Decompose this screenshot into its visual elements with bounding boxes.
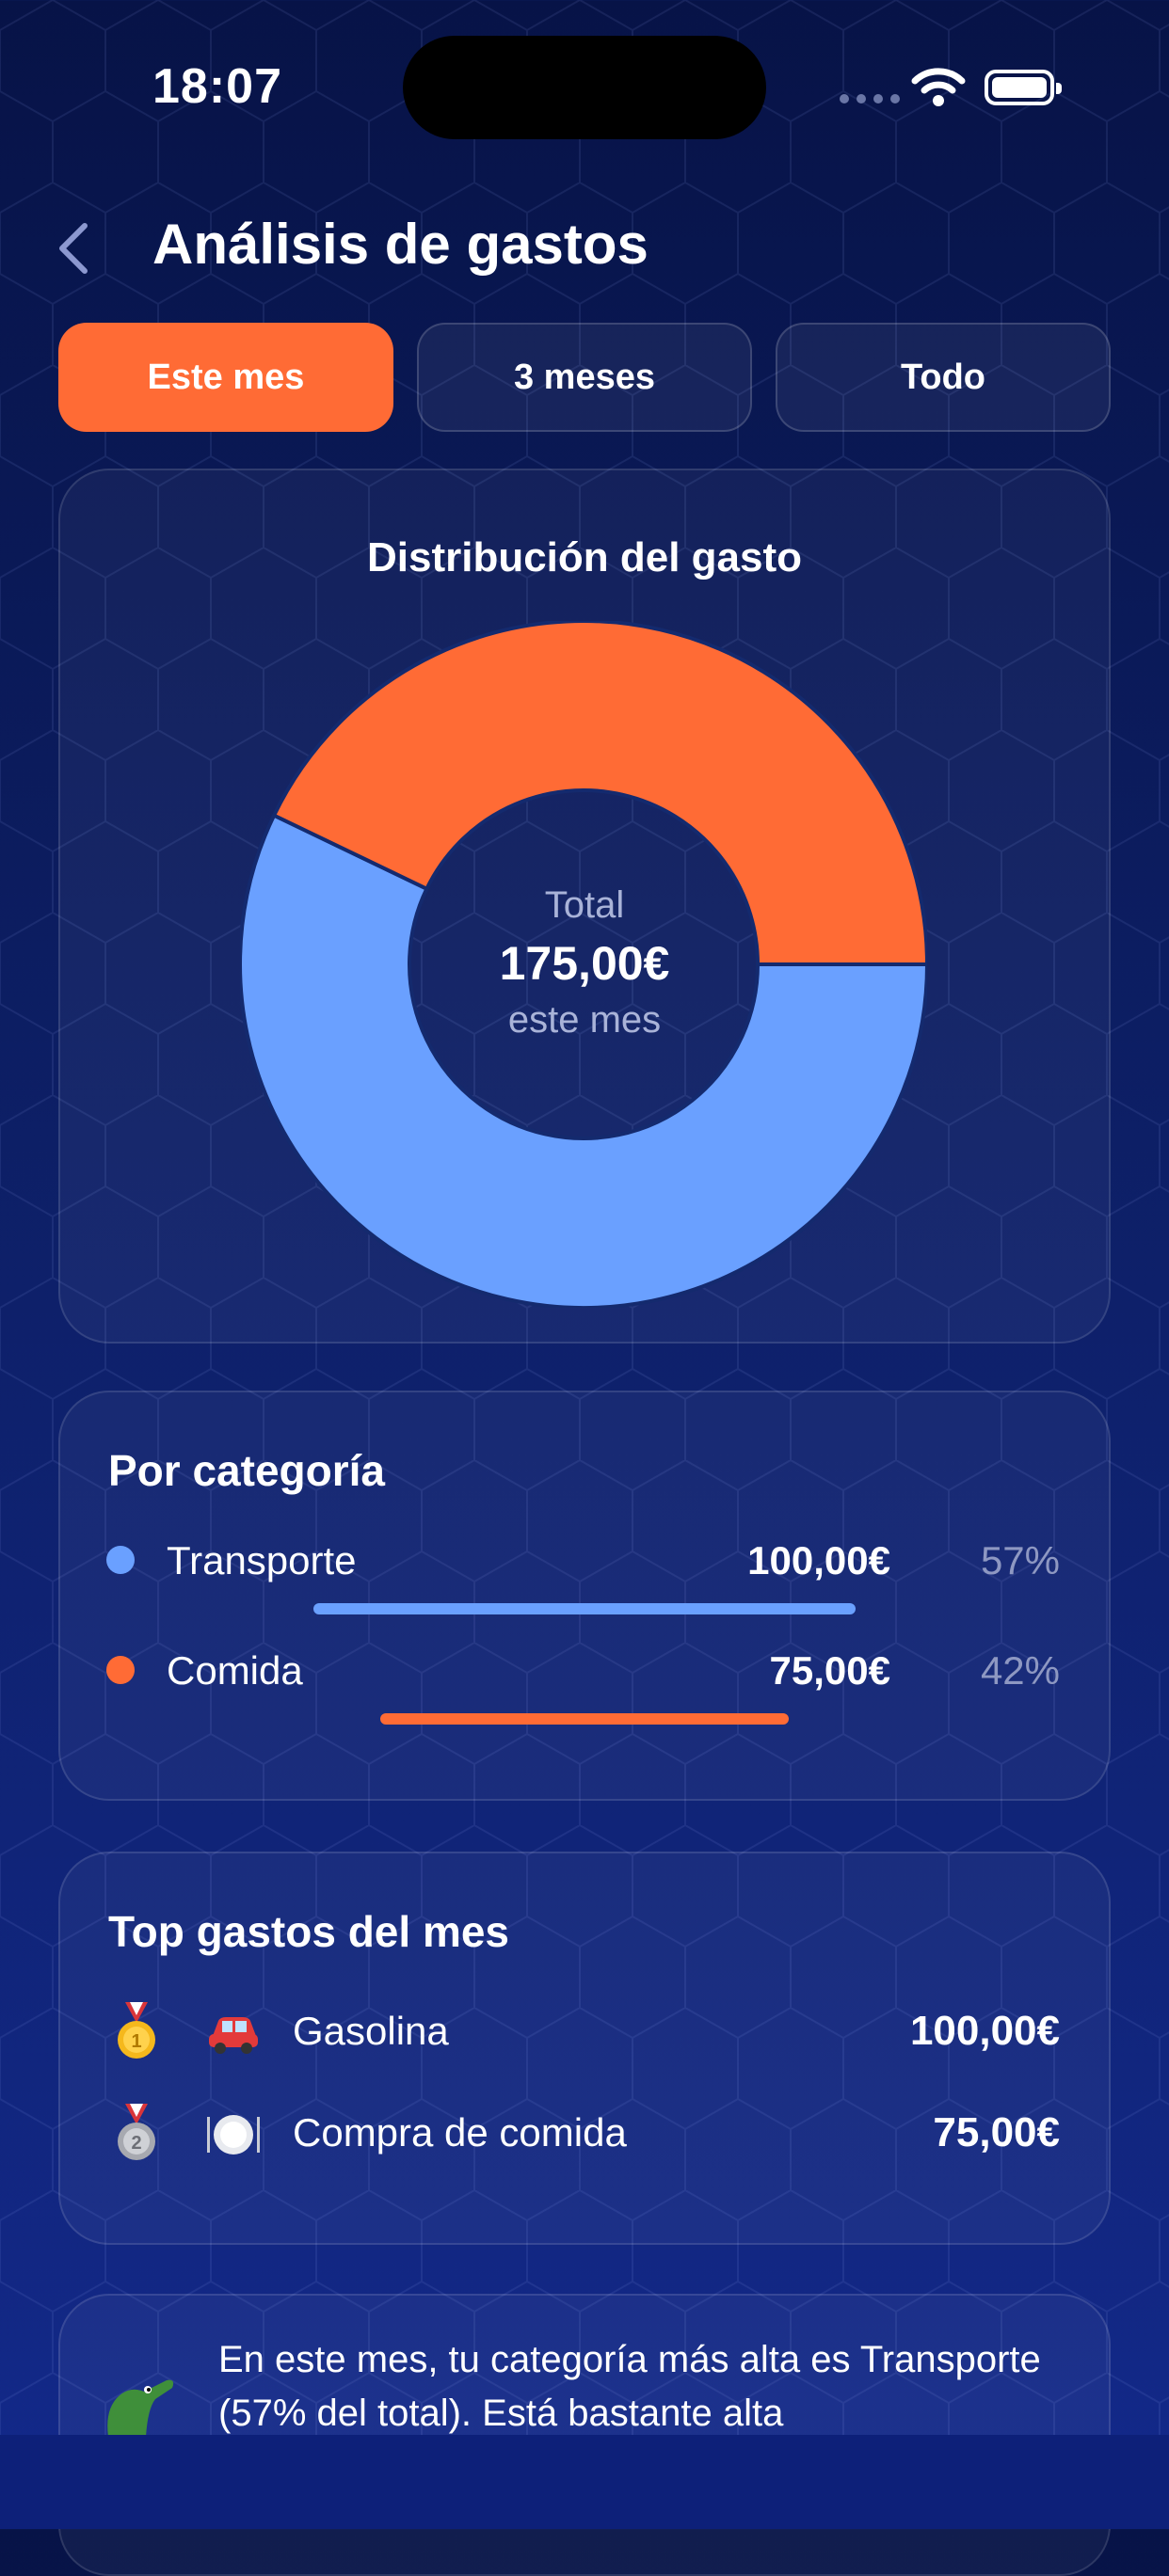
wifi-icon <box>911 68 966 106</box>
donut-slice-comida <box>271 621 927 966</box>
category-progress-bar <box>313 1603 856 1614</box>
battery-icon <box>985 70 1062 105</box>
svg-text:1: 1 <box>131 2031 141 2052</box>
svg-text:2: 2 <box>131 2133 141 2154</box>
category-percent: 57% <box>980 1538 1060 1582</box>
distribution-title: Distribución del gasto <box>366 534 803 580</box>
crocodile-icon <box>107 2379 174 2437</box>
top-expenses-title: Top gastos del mes <box>108 1907 510 1956</box>
category-dot <box>106 1546 135 1574</box>
donut-center-label: Total <box>544 884 625 926</box>
expense-name: Compra de comida <box>293 2110 627 2155</box>
expense-amount: 100,00€ <box>909 2008 1060 2054</box>
status-time: 18:07 <box>152 59 282 114</box>
category-card <box>58 1391 1111 1801</box>
plate-icon <box>207 2115 260 2155</box>
tab-todo[interactable]: Todo <box>776 323 1111 432</box>
category-name: Comida <box>167 1648 303 1693</box>
tab-3-meses[interactable]: 3 meses <box>417 323 752 432</box>
top-expenses-card <box>58 1852 1111 2245</box>
category-amount: 75,00€ <box>769 1648 890 1693</box>
category-amount: 100,00€ <box>747 1538 890 1582</box>
category-section-title: Por categoría <box>108 1446 385 1495</box>
donut-center-subtitle: este mes <box>507 999 662 1041</box>
donut-chart <box>240 621 927 1308</box>
donut-slice-transporte <box>240 812 927 1308</box>
car-icon <box>209 2017 258 2054</box>
expense-amount: 75,00€ <box>933 2109 1060 2155</box>
gold-medal-icon: 1 <box>118 2002 155 2059</box>
dynamic-island <box>403 36 766 139</box>
insight-text: En este mes, tu categoría más alta es Tr… <box>218 2339 1041 2434</box>
cellular-signal-icon <box>840 94 900 103</box>
category-dot <box>106 1656 135 1684</box>
page-title: Análisis de gastos <box>152 213 649 276</box>
tab-este-mes[interactable]: Este mes <box>58 323 393 432</box>
bottom-fade <box>0 2435 1169 2529</box>
donut-center-amount: 175,00€ <box>499 937 670 990</box>
category-percent: 42% <box>980 1648 1060 1693</box>
category-progress-bar <box>380 1713 789 1725</box>
category-name: Transporte <box>167 1538 357 1582</box>
back-chevron-icon[interactable] <box>51 218 98 278</box>
silver-medal-icon: 2 <box>118 2104 155 2160</box>
expense-name: Gasolina <box>293 2009 449 2053</box>
